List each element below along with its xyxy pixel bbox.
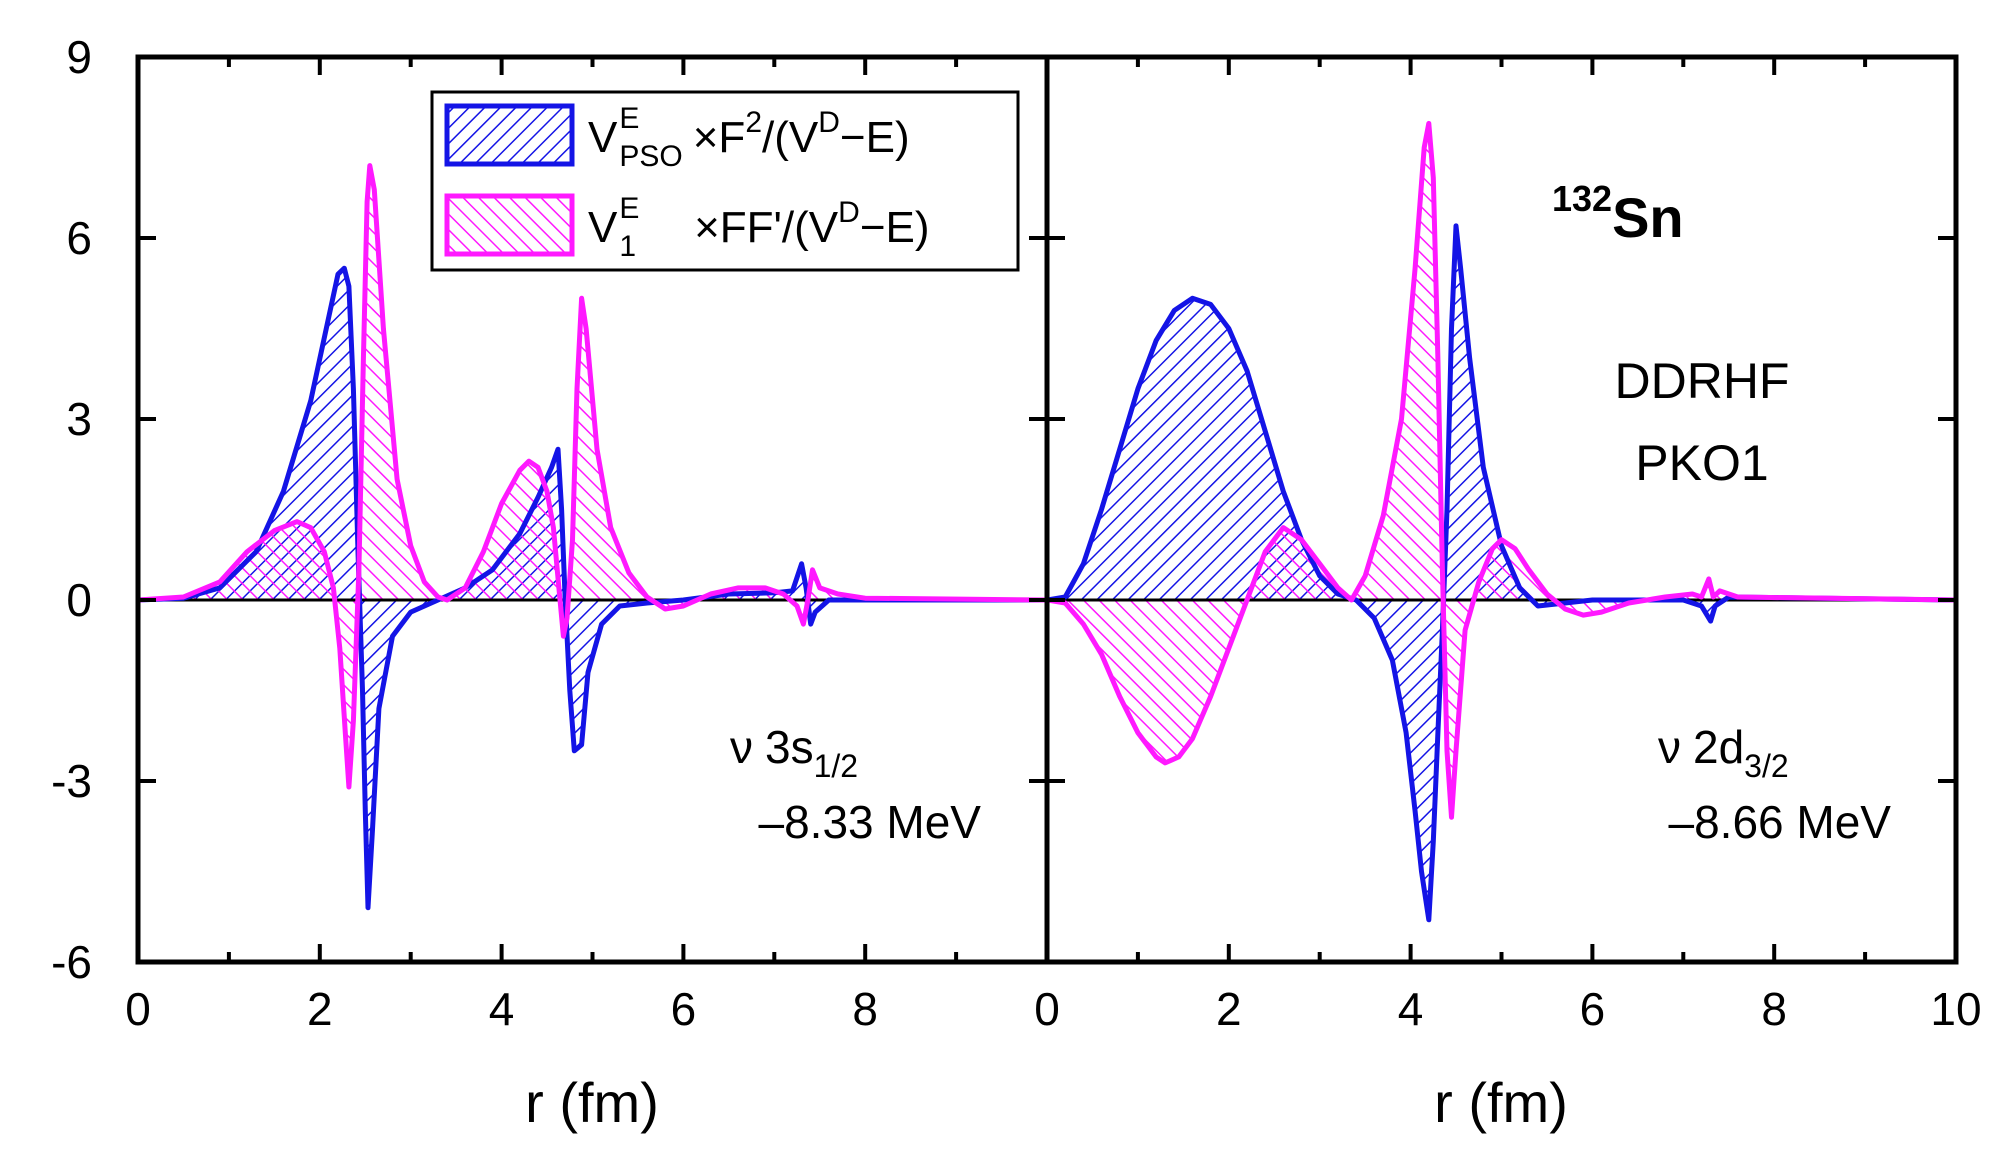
state-sub-right: 3/2 — [1744, 748, 1788, 784]
y-tick-label: 6 — [66, 212, 92, 264]
x-tick-label-left: 2 — [307, 983, 333, 1035]
series-line-magenta-left — [138, 163, 1047, 790]
series-line-magenta-right — [1047, 120, 1956, 820]
state-nu-right: ν — [1658, 721, 1681, 773]
y-tick-label: -6 — [51, 936, 92, 988]
x-axis-label-right: r (fm) — [1434, 1071, 1568, 1134]
method-label: DDRHF — [1615, 353, 1790, 409]
state-orbital-left: 3s — [765, 721, 814, 773]
x-tick-label-right: 0 — [1034, 983, 1060, 1035]
panel-right — [1047, 120, 1956, 923]
series-line-blue-left — [138, 265, 1047, 911]
x-axis-label-left: r (fm) — [525, 1071, 659, 1134]
state-label-left: ν 3s1/2 — [730, 721, 858, 784]
panel-left — [138, 163, 1047, 911]
state-label-right: ν 2d3/2 — [1658, 721, 1789, 784]
state-orbital-right: 2d — [1693, 721, 1744, 773]
x-tick-label-left: 6 — [671, 983, 697, 1035]
x-tick-label-right: 2 — [1216, 983, 1242, 1035]
y-tick-label: 0 — [66, 574, 92, 626]
x-tick-label-left: 8 — [852, 983, 878, 1035]
state-sub-left: 1/2 — [814, 748, 858, 784]
state-nu-left: ν — [730, 721, 753, 773]
energy-label-right: –8.66 MeV — [1669, 796, 1892, 848]
legend-swatch-blue — [444, 103, 575, 167]
nucleus-label: 132Sn — [1552, 178, 1684, 249]
legend: VE PSO ×F2/(VD−E) VE 1 ×FF'/(VD−E) — [430, 90, 1020, 272]
axis-tick-labels: -6 -3 0 3 6 9 0 2 4 6 8 0 2 4 6 8 10 — [51, 31, 1981, 1035]
x-tick-label-left: 4 — [489, 983, 515, 1035]
series-line-blue-right — [1047, 223, 1956, 923]
nucleus-mass: 132 — [1552, 178, 1612, 219]
functional-label: PKO1 — [1635, 435, 1768, 491]
x-tick-label-right: 10 — [1930, 983, 1981, 1035]
x-tick-label-right: 8 — [1761, 983, 1787, 1035]
axis-ticks — [138, 57, 1956, 962]
y-tick-label: 9 — [66, 31, 92, 83]
nucleus-symbol: Sn — [1612, 186, 1684, 249]
legend-swatch-magenta — [444, 193, 575, 257]
x-tick-label-left: 0 — [125, 983, 151, 1035]
x-tick-label-right: 6 — [1580, 983, 1606, 1035]
y-tick-label: -3 — [51, 755, 92, 807]
y-tick-label: 3 — [66, 393, 92, 445]
x-tick-label-right: 4 — [1398, 983, 1424, 1035]
energy-label-left: –8.33 MeV — [759, 796, 982, 848]
